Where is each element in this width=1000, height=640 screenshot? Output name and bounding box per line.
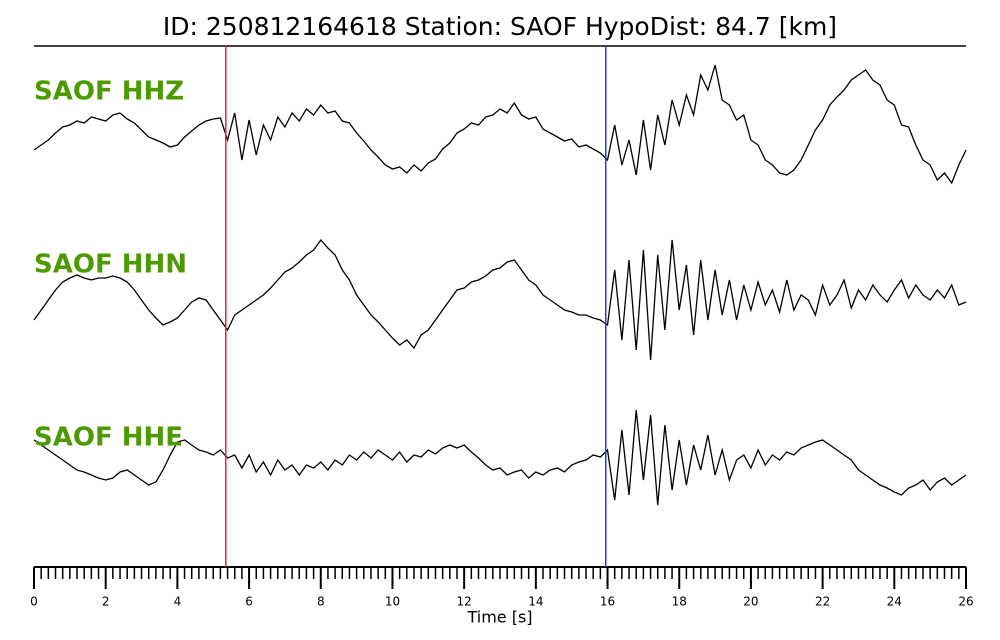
x-tick-label: 8: [317, 595, 325, 609]
chart-title: ID: 250812164618 Station: SAOF HypoDist:…: [163, 12, 837, 41]
trace: [33, 64, 967, 185]
x-tick-label: 20: [743, 595, 758, 609]
trace-label: SAOF HHE: [34, 423, 183, 453]
trace: [33, 409, 967, 506]
x-axis-label: Time [s]: [466, 608, 532, 627]
trace-label: SAOF HHZ: [34, 77, 184, 107]
x-tick-label: 2: [102, 595, 110, 609]
x-tick-label: 0: [30, 595, 38, 609]
x-tick-label: 16: [600, 595, 615, 609]
trace: [33, 238, 967, 361]
x-tick-label: 24: [887, 595, 902, 609]
trace-label: SAOF HHN: [34, 250, 187, 280]
x-tick-label: 18: [672, 595, 687, 609]
x-tick-label: 4: [174, 595, 182, 609]
x-tick-label: 22: [815, 595, 830, 609]
x-tick-label: 12: [457, 595, 472, 609]
x-tick-label: 14: [528, 595, 543, 609]
x-tick-label: 10: [385, 595, 400, 609]
x-tick-label: 26: [958, 595, 973, 609]
x-tick-label: 6: [245, 595, 253, 609]
